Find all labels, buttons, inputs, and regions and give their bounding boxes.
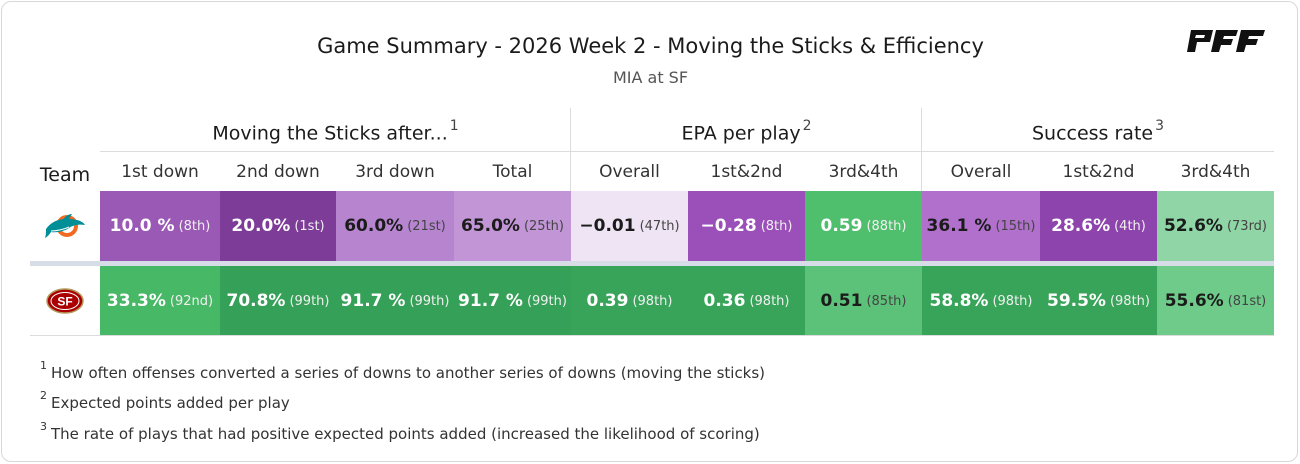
stat-value: 59.5%: [1046, 291, 1106, 311]
stat-cell: 20.0% (1st): [220, 191, 336, 261]
stat-value: 0.36: [703, 291, 746, 311]
stat-rank: (1st): [294, 218, 325, 234]
team-cell-mia: [30, 191, 100, 261]
stat-cell: 59.5% (98th): [1040, 266, 1157, 336]
stat-cell: 52.6% (73rd): [1157, 191, 1274, 261]
stat-rank: (85th): [866, 293, 907, 309]
stat-cell: 28.6% (4th): [1040, 191, 1157, 261]
sf-logo-icon: SF: [46, 288, 84, 314]
stat-value: 91.7 %: [458, 291, 523, 311]
stat-cell: 10.0 % (8th): [100, 191, 220, 261]
stat-cell: 70.8% (99th): [220, 266, 336, 336]
stat-value: 65.0%: [460, 216, 520, 236]
stat-rank: (88th): [866, 218, 907, 234]
stat-cell: 55.6% (81st): [1157, 266, 1274, 336]
stat-cell: 0.36 (98th): [688, 266, 805, 336]
column-header: 3rd&4th: [1180, 162, 1251, 182]
divider: [571, 151, 921, 152]
stat-rank: (21st): [407, 218, 446, 234]
column-header: Overall: [950, 162, 1012, 182]
stat-value: 58.8%: [929, 291, 989, 311]
column-header: 2nd down: [236, 162, 320, 182]
row-separator: [30, 261, 1274, 266]
stat-value: 0.59: [820, 216, 863, 236]
stat-value: 0.51: [820, 291, 863, 311]
group-header-moving-sticks: Moving the Sticks after... 1: [212, 118, 459, 145]
stat-cell: 36.1 % (15th): [922, 191, 1040, 261]
divider: [570, 108, 571, 192]
stat-cell: 58.8% (98th): [922, 266, 1040, 336]
team-column-header: Team: [39, 164, 91, 186]
footnote: 1 How often offenses converted a series o…: [40, 359, 766, 382]
stat-rank: (47th): [639, 218, 680, 234]
page-subtitle: MIA at SF: [612, 68, 689, 87]
stat-rank: (98th): [749, 293, 790, 309]
stat-rank: (4th): [1114, 218, 1146, 234]
stat-rank: (8th): [178, 218, 211, 234]
stat-rank: (15th): [995, 218, 1036, 234]
group-header-epa: EPA per play 2: [681, 118, 812, 145]
column-header: 1st&2nd: [710, 162, 783, 182]
stat-value: 36.1 %: [926, 216, 992, 236]
divider: [30, 335, 1274, 336]
stat-cell: −0.01 (47th): [571, 191, 688, 261]
stat-cell: −0.28 (8th): [688, 191, 805, 261]
stat-rank: (99th): [409, 293, 450, 309]
stat-rank: (73rd): [1226, 218, 1268, 234]
footnote: 2 Expected points added per play: [40, 389, 290, 412]
stat-rank: (92nd): [169, 293, 214, 309]
stat-cell: 0.39 (98th): [571, 266, 688, 336]
stat-value: 52.6%: [1163, 216, 1223, 236]
stat-cell: 60.0% (21st): [336, 191, 454, 261]
divider: [922, 151, 1274, 152]
stat-value: 28.6%: [1051, 216, 1111, 236]
stat-value: 55.6%: [1164, 291, 1224, 311]
page-title: Game Summary - 2026 Week 2 - Moving the …: [317, 34, 984, 58]
stat-cell: 0.51 (85th): [805, 266, 922, 336]
stat-value: −0.01: [579, 216, 636, 236]
stat-cell: 65.0% (25th): [454, 191, 571, 261]
stat-value: 0.39: [586, 291, 629, 311]
stat-rank: (99th): [526, 293, 567, 309]
pff-logo-icon: [1187, 30, 1265, 52]
column-header: Total: [492, 162, 533, 182]
stat-rank: (25th): [523, 218, 564, 234]
stat-value: 20.0%: [231, 216, 291, 236]
stat-value: −0.28: [700, 216, 757, 236]
divider: [921, 108, 922, 192]
stat-cell: 91.7 % (99th): [454, 266, 571, 336]
stat-value: 10.0 %: [109, 216, 175, 236]
stat-value: 60.0%: [344, 216, 404, 236]
divider: [100, 151, 570, 152]
stat-rank: (98th): [1109, 293, 1150, 309]
stat-value: 91.7 %: [340, 291, 406, 311]
stat-cell: 0.59 (88th): [805, 191, 922, 261]
team-cell-sf: SF: [30, 266, 100, 336]
stat-rank: (99th): [289, 293, 330, 309]
stat-rank: (98th): [632, 293, 673, 309]
stat-rank: (8th): [760, 218, 793, 234]
table-row: 10.0 % (8th) 20.0% (1st) 60.0% (21st) 65.0% (25…: [30, 191, 1274, 261]
stat-cell: 33.3% (92nd): [100, 266, 220, 336]
column-header: 3rd&4th: [828, 162, 899, 182]
column-header: 3rd down: [355, 162, 435, 182]
stat-value: 70.8%: [226, 291, 286, 311]
column-header: 1st&2nd: [1062, 162, 1135, 182]
dolphin-logo-icon: [45, 214, 85, 238]
svg-text:SF: SF: [57, 295, 72, 309]
stat-value: 33.3%: [106, 291, 166, 311]
column-header: Overall: [599, 162, 660, 182]
column-header: 1st down: [121, 162, 199, 182]
stat-rank: (81st): [1227, 293, 1267, 309]
table-row: SF 33.3% (92nd) 70.8% (99th) 91.7 % (99th) 91.…: [30, 266, 1274, 336]
stat-cell: 91.7 % (99th): [336, 266, 454, 336]
footnote: 3 The rate of plays that had positive exp…: [40, 420, 760, 443]
group-header-success-rate: Success rate 3: [1031, 118, 1165, 145]
stat-rank: (98th): [992, 293, 1033, 309]
